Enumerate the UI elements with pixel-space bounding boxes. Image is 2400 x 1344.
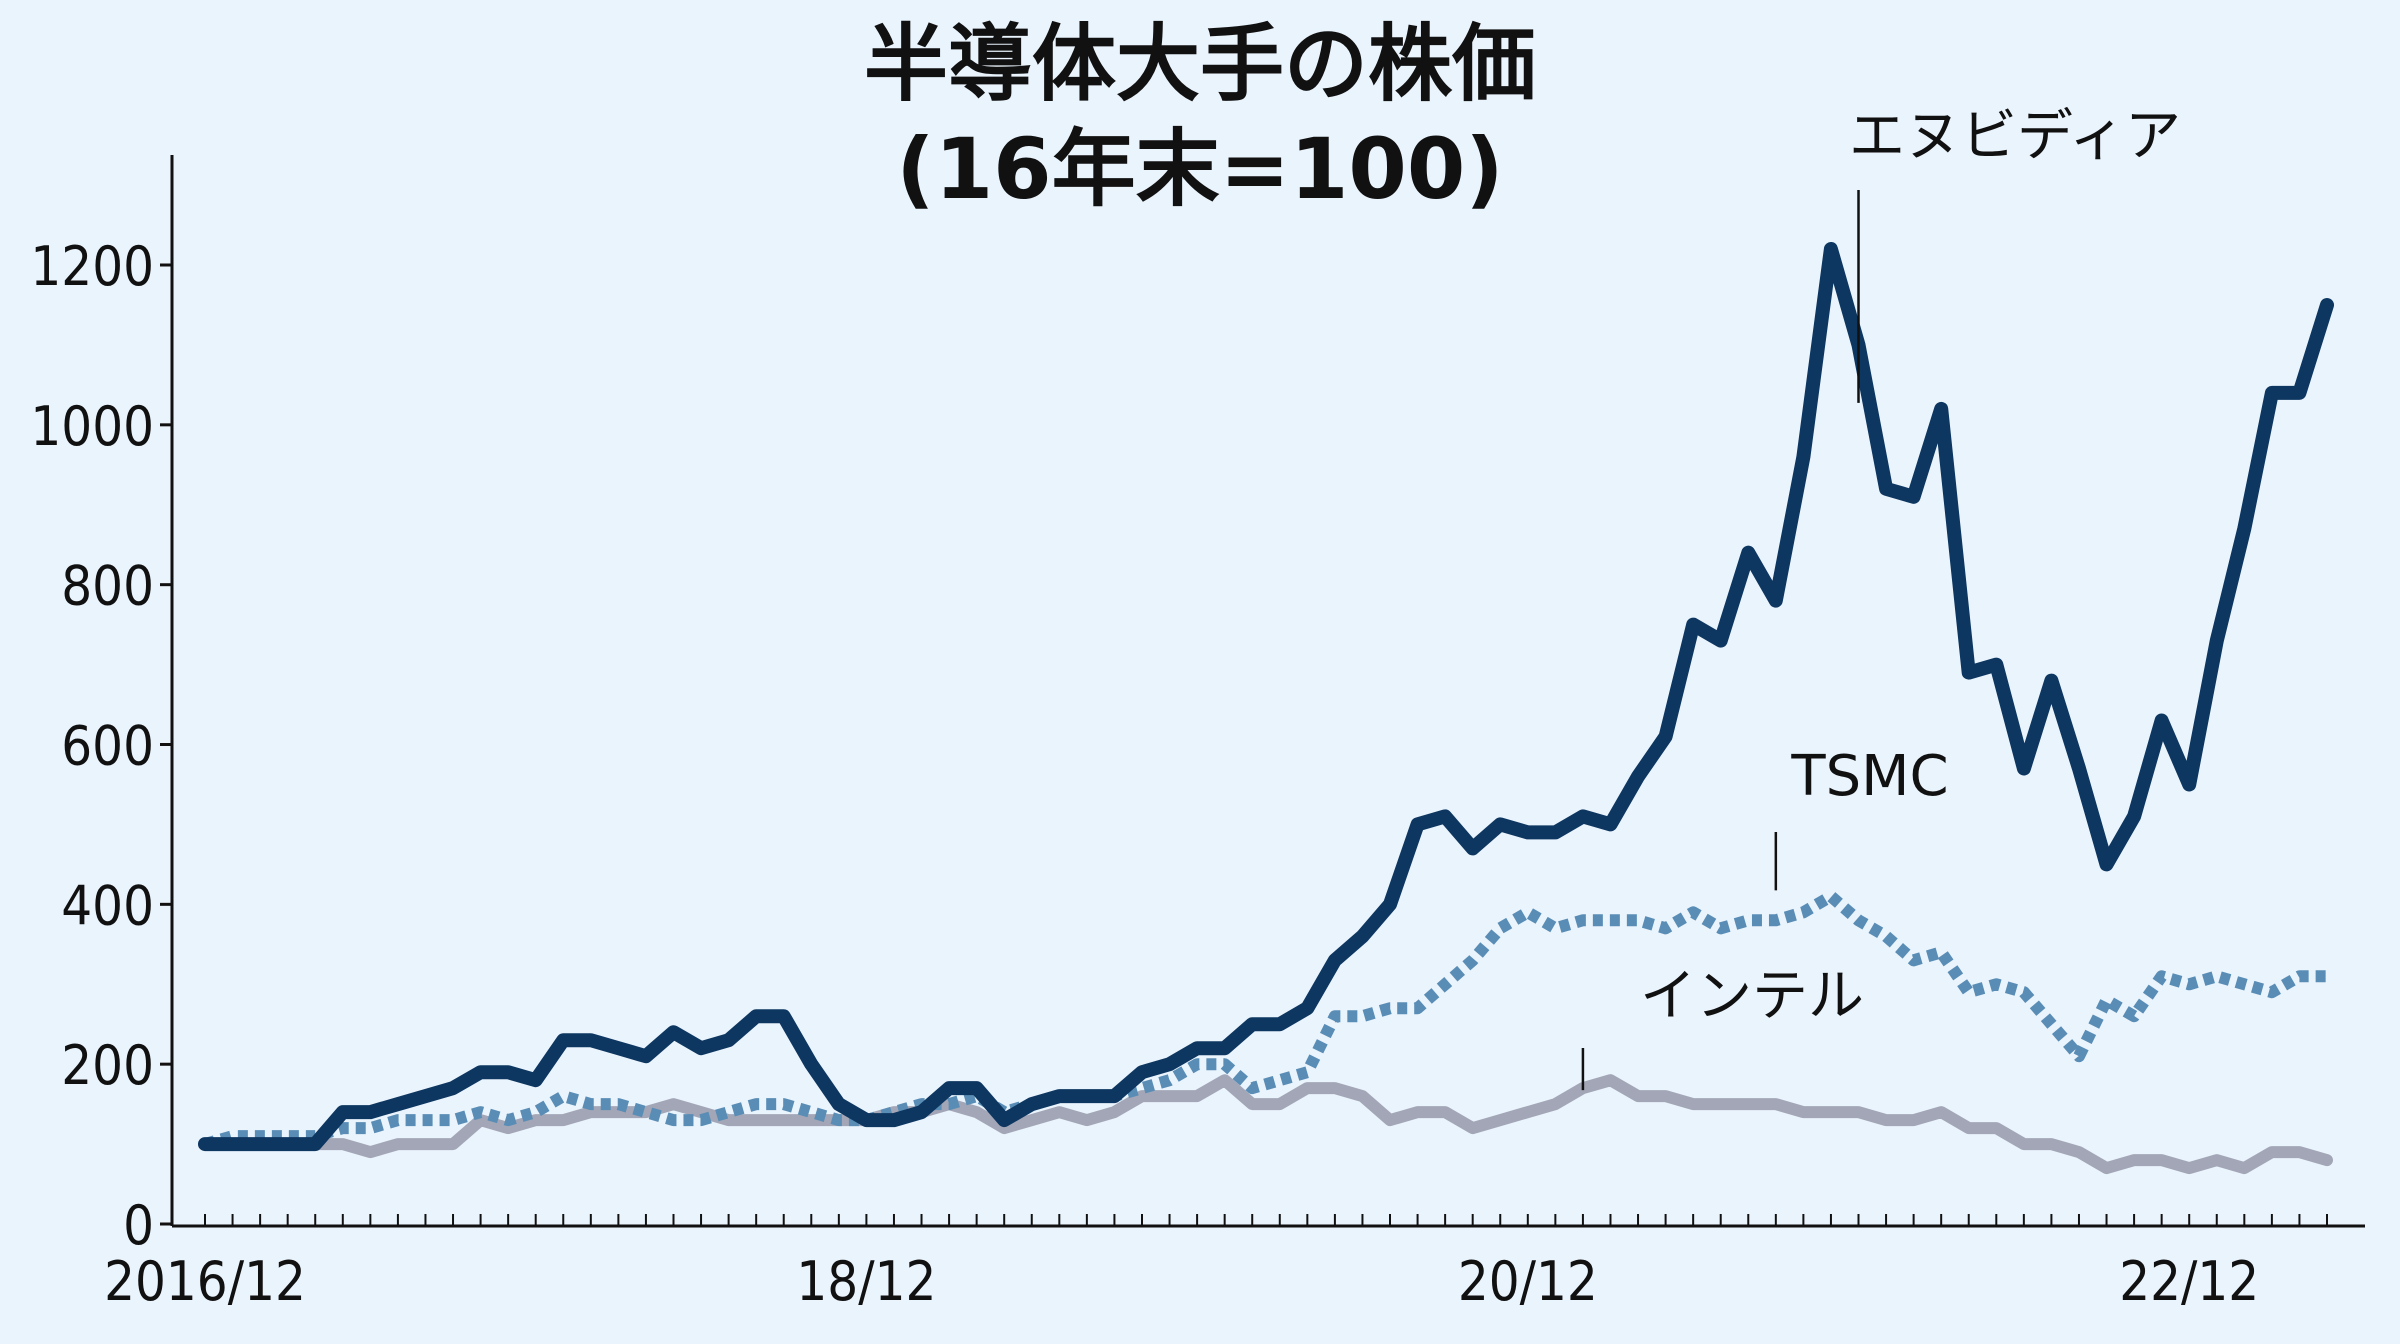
y-tick-label: 400 (61, 874, 154, 937)
y-tick-label: 200 (61, 1034, 154, 1097)
y-tick-label: 1200 (30, 235, 154, 298)
y-tick-label: 800 (61, 555, 154, 618)
series-layer (198, 242, 2334, 1175)
x-tick-label: 18/12 (796, 1250, 936, 1313)
chart-subtitle: (16年末=100) (896, 120, 1503, 218)
series-line-nvidia (198, 242, 2334, 1152)
tick-labels: 0 200 400 600 800 1000 1200 2016/12 18/12 20/12 22… (30, 235, 2328, 1313)
y-tick-label: 0 (123, 1194, 154, 1257)
x-tick-label: 20/12 (1458, 1250, 1598, 1313)
annotation-layer: エヌビディア TSMC インテル (1581, 104, 2181, 1091)
y-tick-label: 600 (61, 715, 154, 778)
series-label: TSMC (1790, 744, 1948, 809)
x-tick-label: 22/12 (2119, 1250, 2259, 1313)
series-line-intel (199, 1074, 2333, 1175)
y-tick-label: 1000 (30, 395, 154, 458)
series-label: エヌビディア (1849, 104, 2181, 169)
axes (170, 155, 2365, 1228)
series-label: インテル (1640, 964, 1864, 1029)
series-line-tsmc (203, 890, 2327, 1150)
chart-title: 半導体大手の株価 (864, 15, 1536, 113)
x-tick-label: 2016/12 (104, 1250, 306, 1313)
